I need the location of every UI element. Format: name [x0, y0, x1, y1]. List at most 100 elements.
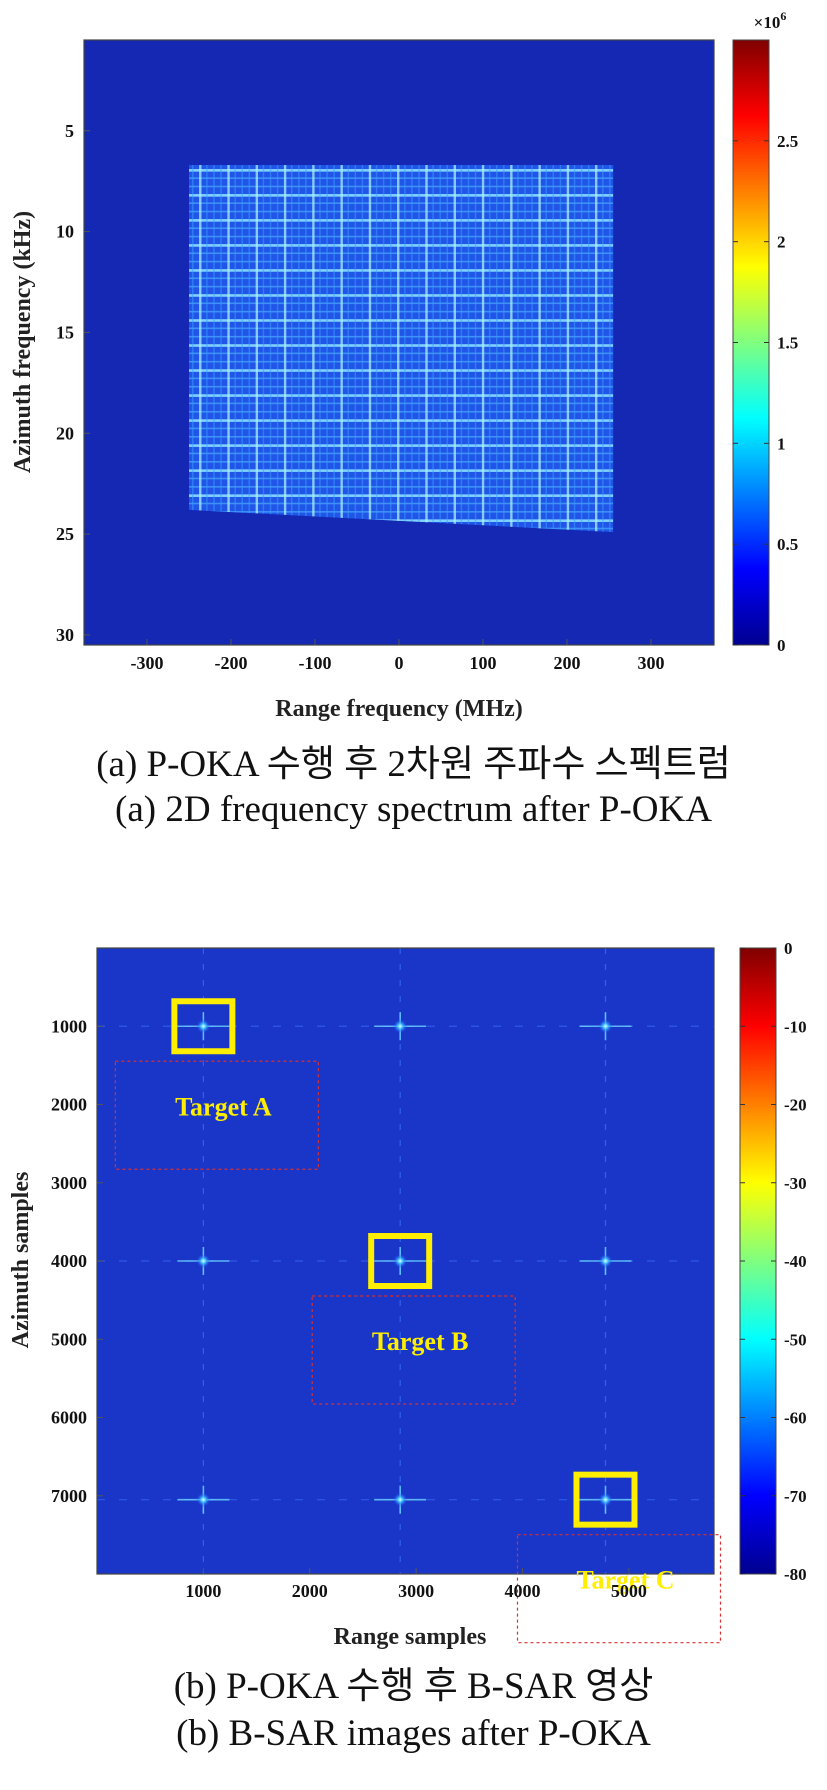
spectrum-x-tick-label: -200	[215, 653, 248, 673]
spectrum-column-line	[192, 165, 194, 533]
spectrum-column-line	[488, 165, 491, 533]
spectrum-column-line	[559, 165, 562, 533]
bsar-target-label: Target B	[372, 1327, 469, 1356]
spectrum-row-line	[189, 402, 614, 405]
bsar-highlighted-targets: Target A Target B Target C	[114, 998, 722, 1644]
spectrum-row-line	[189, 210, 614, 213]
spectrum-column-line	[609, 165, 611, 533]
spectrum-row-line	[189, 460, 614, 463]
spectrum-row-line	[189, 169, 614, 172]
bsar-x-tick-label: 4000	[505, 1581, 541, 1601]
spectrum-column-line	[418, 165, 420, 533]
bsar-x-tick-label: 3000	[398, 1581, 434, 1601]
spectrum-row-line	[189, 244, 614, 247]
caption-b-english: (b) B-SAR images after P-OKA	[176, 1713, 651, 1754]
spectrum-column-line	[573, 165, 576, 533]
bsar-point-target	[196, 1254, 211, 1268]
spectrum-y-tick-label: 25	[56, 524, 74, 544]
spectrum-column-line	[347, 165, 350, 533]
spectrum-row-line	[189, 444, 614, 447]
spectrum-column-line	[453, 165, 456, 533]
spectrum-colorbar	[732, 39, 770, 646]
bsar-point-targets	[177, 1012, 632, 1514]
bsar-colorbar-ticks: 0 -10 -20 -30 -40 -50 -60 -70 -80	[740, 939, 807, 1584]
spectrum-row-line	[189, 202, 614, 204]
spectrum-x-tick-label: 200	[554, 653, 581, 673]
caption-a-korean: (a) P-OKA 수행 후 2차원 주파수 스펙트럼	[96, 744, 731, 785]
spectrum-column-line	[283, 165, 287, 533]
bsar-target-box	[573, 1471, 638, 1528]
caption-a-english: (a) 2D frequency spectrum after P-OKA	[115, 789, 712, 830]
bsar-point-target	[598, 1019, 613, 1034]
spectrum-row-line	[189, 277, 614, 280]
spectrum-y-tick-label: 20	[56, 423, 74, 443]
spectrum-x-tick-label: 300	[638, 653, 665, 673]
spectrum-column-line	[389, 165, 392, 533]
spectrum-row-line	[189, 369, 614, 372]
bsar-x-tick-label: 1000	[185, 1581, 221, 1601]
spectrum-signal-texture	[189, 165, 614, 533]
spectrum-row-line	[189, 352, 614, 355]
spectrum-column-line	[580, 165, 583, 533]
spectrum-colorbar-ticks: 0 0.5 1 1.5 2 2.5	[733, 132, 798, 655]
spectrum-x-tick-label: 100	[470, 653, 497, 673]
spectrum-row-line	[189, 227, 614, 230]
spectrum-column-line	[467, 165, 470, 533]
spectrum-column-line	[517, 165, 519, 533]
spectrum-y-tick-label: 30	[56, 625, 74, 645]
bsar-point-target	[393, 1254, 408, 1268]
spectrum-row-line	[189, 235, 614, 238]
spectrum-row-line	[189, 419, 614, 422]
bsar-colorbar-tick-label: -20	[784, 1096, 807, 1115]
spectrum-column-line	[305, 165, 307, 533]
bsar-y-ticks: 1000 2000 3000 4000 5000 6000 7000	[51, 1016, 103, 1506]
spectrum-column-line	[382, 165, 385, 533]
bsar-colorbar-tick-label: -70	[784, 1487, 807, 1506]
bsar-point-target	[598, 1254, 613, 1268]
bsar-colorbar-tick-label: -30	[784, 1174, 807, 1193]
spectrum-column-line	[340, 165, 343, 533]
bsar-image-chart: Target A Target B Target C 1000 2000 3000 400…	[8, 939, 807, 1650]
spectrum-y-tick-label: 5	[65, 121, 74, 141]
bsar-target-label: Target C	[577, 1566, 675, 1595]
spectrum-x-ticks: -300 -200 -100 0 100 200 300	[131, 639, 665, 673]
spectrum-row-line	[189, 344, 614, 347]
spectrum-column-line	[326, 165, 328, 533]
bsar-colorbar-tick-label: -80	[784, 1565, 807, 1584]
spectrum-row-line	[189, 260, 614, 263]
spectrum-colorbar-tick-label: 2	[777, 233, 786, 252]
spectrum-column-line	[213, 165, 215, 533]
spectrum-column-line	[566, 165, 570, 533]
spectrum-column-line	[269, 165, 272, 533]
spectrum-y-ticks: 5 10 15 20 25 30	[56, 121, 90, 645]
spectrum-y-tick-label: 15	[56, 322, 74, 342]
bsar-target-annotation: Target C	[516, 1471, 722, 1644]
bsar-y-tick-label: 4000	[51, 1251, 87, 1271]
spectrum-row-line	[189, 319, 614, 322]
spectrum-row-line	[189, 502, 614, 505]
bsar-point-target	[196, 1019, 211, 1034]
spectrum-column-line	[375, 165, 378, 533]
spectrum-column-line	[432, 165, 434, 533]
bsar-target-annotation: Target B	[311, 1233, 516, 1405]
spectrum-row-line	[189, 360, 614, 363]
spectrum-row-line	[189, 486, 614, 488]
spectrum-row-line	[189, 511, 614, 513]
spectrum-column-line	[199, 165, 202, 533]
bsar-point-target	[393, 1492, 408, 1507]
bsar-target-box	[171, 998, 236, 1055]
spectrum-column-line	[460, 165, 463, 533]
spectrum-row-line	[189, 219, 614, 222]
spectrum-signal-region	[189, 165, 614, 533]
bsar-y-tick-label: 5000	[51, 1329, 87, 1349]
spectrum-column-line	[276, 165, 279, 533]
bsar-x-tick-label: 2000	[292, 1581, 328, 1601]
bsar-target-annotation: Target A	[114, 998, 319, 1170]
spectrum-column-line	[333, 165, 335, 533]
spectrum-column-line	[481, 165, 485, 533]
spectrum-colorbar-tick-label: 1	[777, 434, 786, 453]
bsar-point-target	[598, 1492, 613, 1507]
caption-b-korean: (b) P-OKA 수행 후 B-SAR 영상	[173, 1666, 654, 1707]
